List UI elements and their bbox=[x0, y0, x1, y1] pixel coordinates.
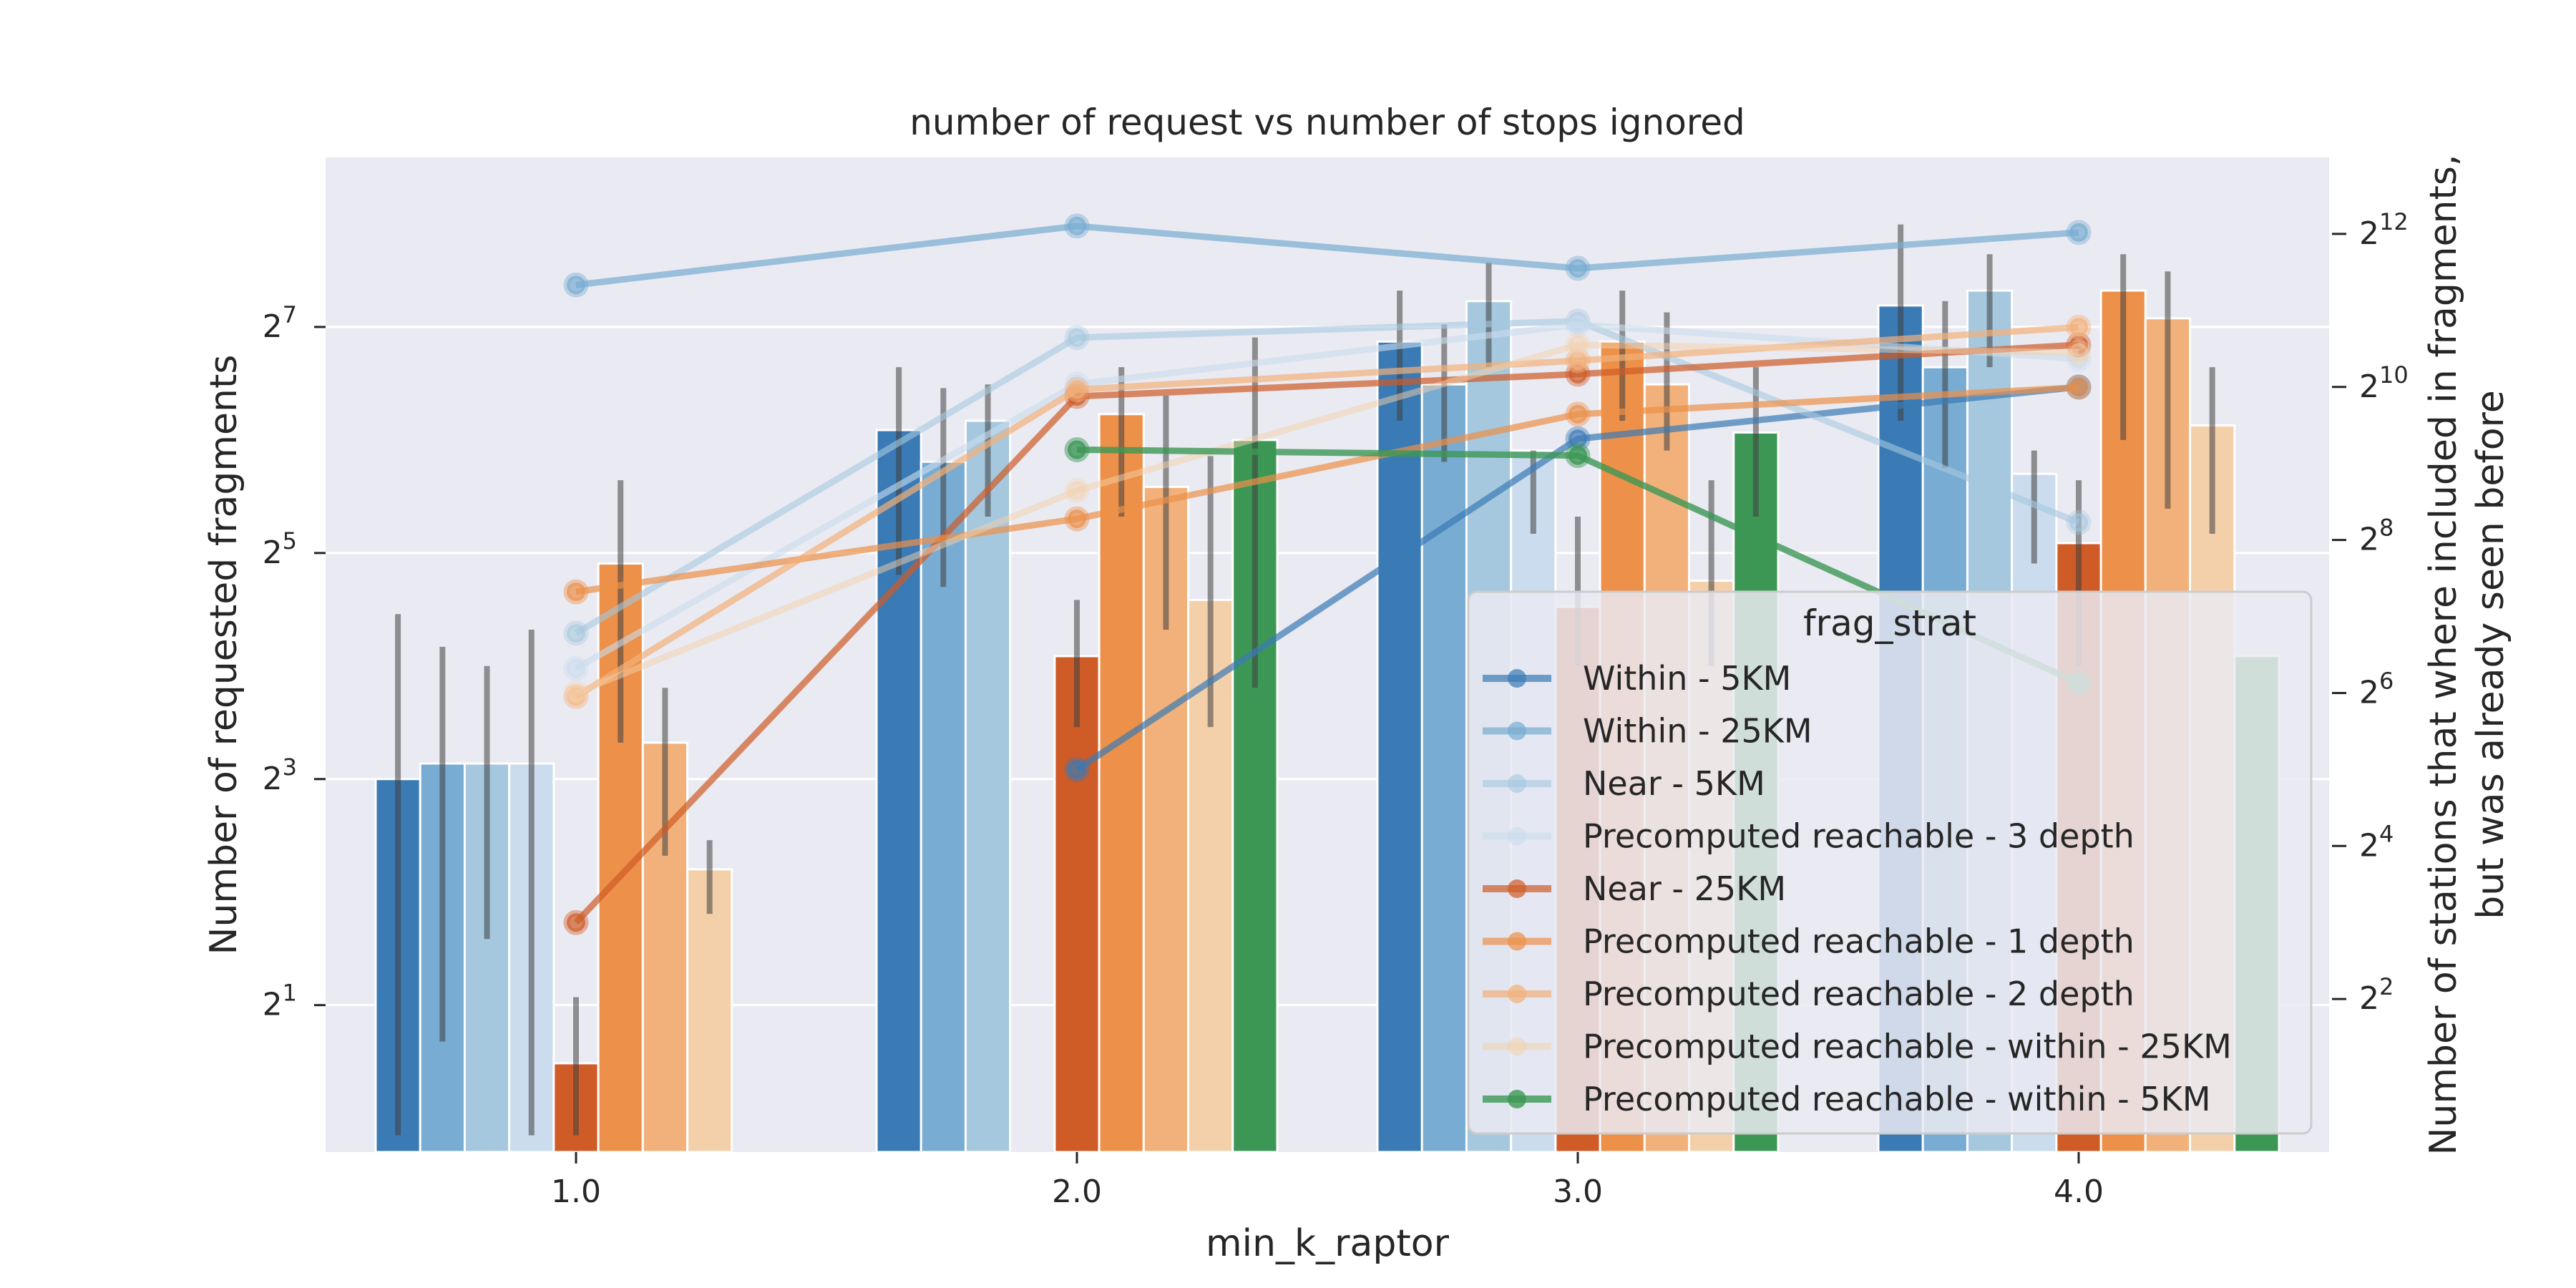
legend-marker bbox=[1508, 985, 1526, 1003]
legend-label: Near - 25KM bbox=[1583, 869, 1786, 908]
legend-label: Precomputed reachable - within - 25KM bbox=[1583, 1028, 2232, 1066]
series-line bbox=[575, 223, 2079, 288]
legend-label: Near - 5KM bbox=[1583, 764, 1765, 803]
series-point bbox=[1565, 312, 1591, 338]
series-point bbox=[1064, 756, 1090, 782]
series-point bbox=[1064, 376, 1090, 402]
y-tick-label: 23 bbox=[263, 753, 297, 797]
legend-marker bbox=[1508, 1037, 1526, 1056]
series-line bbox=[575, 384, 2079, 595]
legend-marker bbox=[1508, 669, 1526, 688]
x-tick-label: 4.0 bbox=[2054, 1174, 2104, 1210]
x-tick-label: 3.0 bbox=[1553, 1174, 1603, 1210]
series-point bbox=[2066, 509, 2092, 535]
bar bbox=[964, 419, 1012, 1153]
chart-title: number of request vs number of stops ign… bbox=[909, 102, 1745, 143]
series-line bbox=[573, 341, 2079, 925]
series-point bbox=[1565, 443, 1591, 469]
series-line bbox=[574, 323, 2079, 700]
y2-tick-label: 26 bbox=[2359, 667, 2394, 711]
y-tick-label: 27 bbox=[263, 301, 297, 345]
series-point bbox=[1064, 325, 1090, 351]
legend-marker bbox=[1508, 932, 1526, 951]
legend-marker bbox=[1508, 1090, 1526, 1108]
series-point bbox=[1064, 213, 1090, 239]
series-line bbox=[575, 341, 2079, 696]
series-point bbox=[563, 655, 589, 681]
y2-tick-label: 24 bbox=[2359, 820, 2394, 864]
legend-label: Precomputed reachable - 2 depth bbox=[1583, 975, 2135, 1013]
legend-label: Within - 5KM bbox=[1583, 659, 1791, 698]
legend-label: Precomputed reachable - 3 depth bbox=[1583, 817, 2135, 856]
series-point bbox=[2066, 314, 2092, 340]
legend-label: Within - 25KM bbox=[1583, 712, 1813, 751]
series-point bbox=[1565, 332, 1591, 358]
legend-marker bbox=[1508, 721, 1526, 741]
series-point bbox=[563, 272, 589, 298]
series-point bbox=[563, 579, 589, 605]
series-point bbox=[1064, 506, 1090, 532]
y2-tick-label: 22 bbox=[2359, 973, 2394, 1017]
legend-label: Precomputed reachable - 1 depth bbox=[1583, 922, 2135, 961]
series-point bbox=[563, 909, 589, 935]
series-lines bbox=[563, 213, 2092, 935]
series-point bbox=[563, 680, 589, 706]
series-point bbox=[1064, 436, 1090, 462]
y2-tick-label: 28 bbox=[2359, 514, 2394, 558]
y-axis-label: Number of requested fragments bbox=[203, 355, 245, 955]
legend-marker bbox=[1508, 774, 1526, 793]
series-point bbox=[1565, 401, 1591, 427]
bar bbox=[686, 868, 733, 1153]
legend-marker bbox=[1508, 879, 1526, 898]
y2-tick-label: 212 bbox=[2359, 208, 2409, 252]
series-point bbox=[1064, 478, 1090, 504]
series-point bbox=[2066, 340, 2092, 366]
series-point bbox=[563, 620, 589, 646]
series-line bbox=[574, 318, 2080, 636]
legend-label: Precomputed reachable - within - 5KM bbox=[1583, 1080, 2211, 1118]
series-point bbox=[1565, 255, 1591, 281]
legend-title: frag_strat bbox=[1803, 602, 1976, 644]
bar bbox=[1098, 413, 1145, 1153]
bar bbox=[1420, 383, 1468, 1153]
legend-box bbox=[1467, 590, 2313, 1135]
x-tick-label: 1.0 bbox=[551, 1174, 601, 1210]
x-tick-label: 2.0 bbox=[1052, 1174, 1102, 1210]
y2-axis-label-line1: Number of stations that where included i… bbox=[2422, 154, 2465, 1155]
x-axis-label: min_k_raptor bbox=[1206, 1222, 1450, 1265]
legend: frag_strat Within - 5KM Within - 25KM Near… bbox=[1467, 590, 2313, 1135]
y2-axis-label-line2: but was already seen before bbox=[2469, 390, 2512, 919]
bar bbox=[1376, 340, 1423, 1153]
bar bbox=[1053, 655, 1101, 1153]
series-point bbox=[2066, 374, 2092, 400]
y-tick-label: 25 bbox=[263, 527, 297, 571]
y-tick-label: 21 bbox=[263, 980, 297, 1023]
legend-marker bbox=[1508, 826, 1526, 846]
y2-tick-label: 210 bbox=[2359, 361, 2409, 405]
series-point bbox=[2066, 220, 2092, 245]
